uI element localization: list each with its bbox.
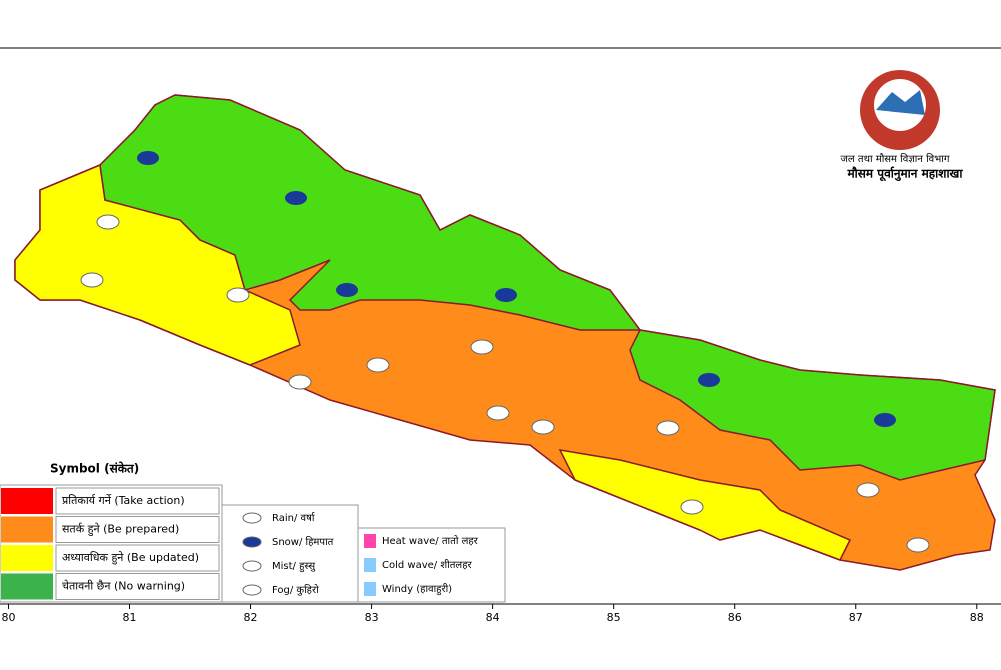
symbol-icon [242, 584, 262, 596]
x-tick-label: 87 [849, 611, 863, 624]
region-yellow-west [14, 163, 301, 366]
warning-label-box [55, 573, 220, 600]
symbol-label: Fog/ कुहिरो [272, 584, 319, 596]
x-tick-label: 80 [1, 611, 15, 624]
x-tick-label: 82 [244, 611, 258, 624]
x-tick-label: 88 [970, 611, 984, 624]
symbol-icon [242, 536, 262, 548]
warning-label: सतर्क हुने (Be prepared) [62, 523, 179, 537]
symbol-label: Windy (हावाहुरी) [382, 583, 452, 596]
symbol-icon [242, 512, 262, 524]
symbol-legend-box-2 [357, 527, 506, 603]
warning-label-box [55, 487, 220, 515]
legend-title: Symbol (संकेत) [50, 462, 139, 476]
symbol-icon [364, 534, 376, 548]
symbol-icon [364, 582, 376, 596]
warning-label: चेतावनी छैन (No warning) [62, 580, 185, 593]
emblem [860, 70, 940, 150]
nepal-map [14, 94, 996, 571]
warning-swatch [1, 516, 53, 543]
symbol-icon [364, 558, 376, 572]
warning-label: अध्यावधिक हुने (Be updated) [62, 551, 199, 565]
x-tick-label: 86 [728, 611, 742, 624]
symbol-label: Cold wave/ शीतलहर [382, 559, 473, 571]
warning-swatch [1, 488, 53, 514]
warning-swatch [1, 573, 53, 600]
warning-label-box [55, 544, 220, 572]
symbol-icon [242, 560, 262, 572]
warning-label-box [55, 516, 220, 543]
weather-icons [80, 214, 930, 553]
department-name: जल तथा मौसम विज्ञान विभाग [840, 153, 949, 165]
warning-label: प्रतिकार्य गर्ने (Take action) [62, 494, 185, 507]
snow-icons [137, 151, 896, 427]
symbol-label: Mist/ हुस्सु [272, 561, 316, 573]
x-tick-label: 84 [486, 611, 500, 624]
region-yellow-south [558, 449, 852, 561]
x-tick-label: 85 [607, 611, 621, 624]
region-green-east [629, 329, 996, 481]
symbol-label: Heat wave/ तातो लहर [382, 535, 479, 547]
symbol-label: Rain/ वर्षा [272, 512, 315, 524]
warning-swatch [1, 545, 53, 571]
symbol-label: Snow/ हिमपात [272, 536, 334, 548]
x-tick-label: 81 [123, 611, 137, 624]
x-tick-label: 83 [365, 611, 379, 624]
division-name: मौसम पूर्वानुमान महाशाखा [847, 167, 964, 182]
